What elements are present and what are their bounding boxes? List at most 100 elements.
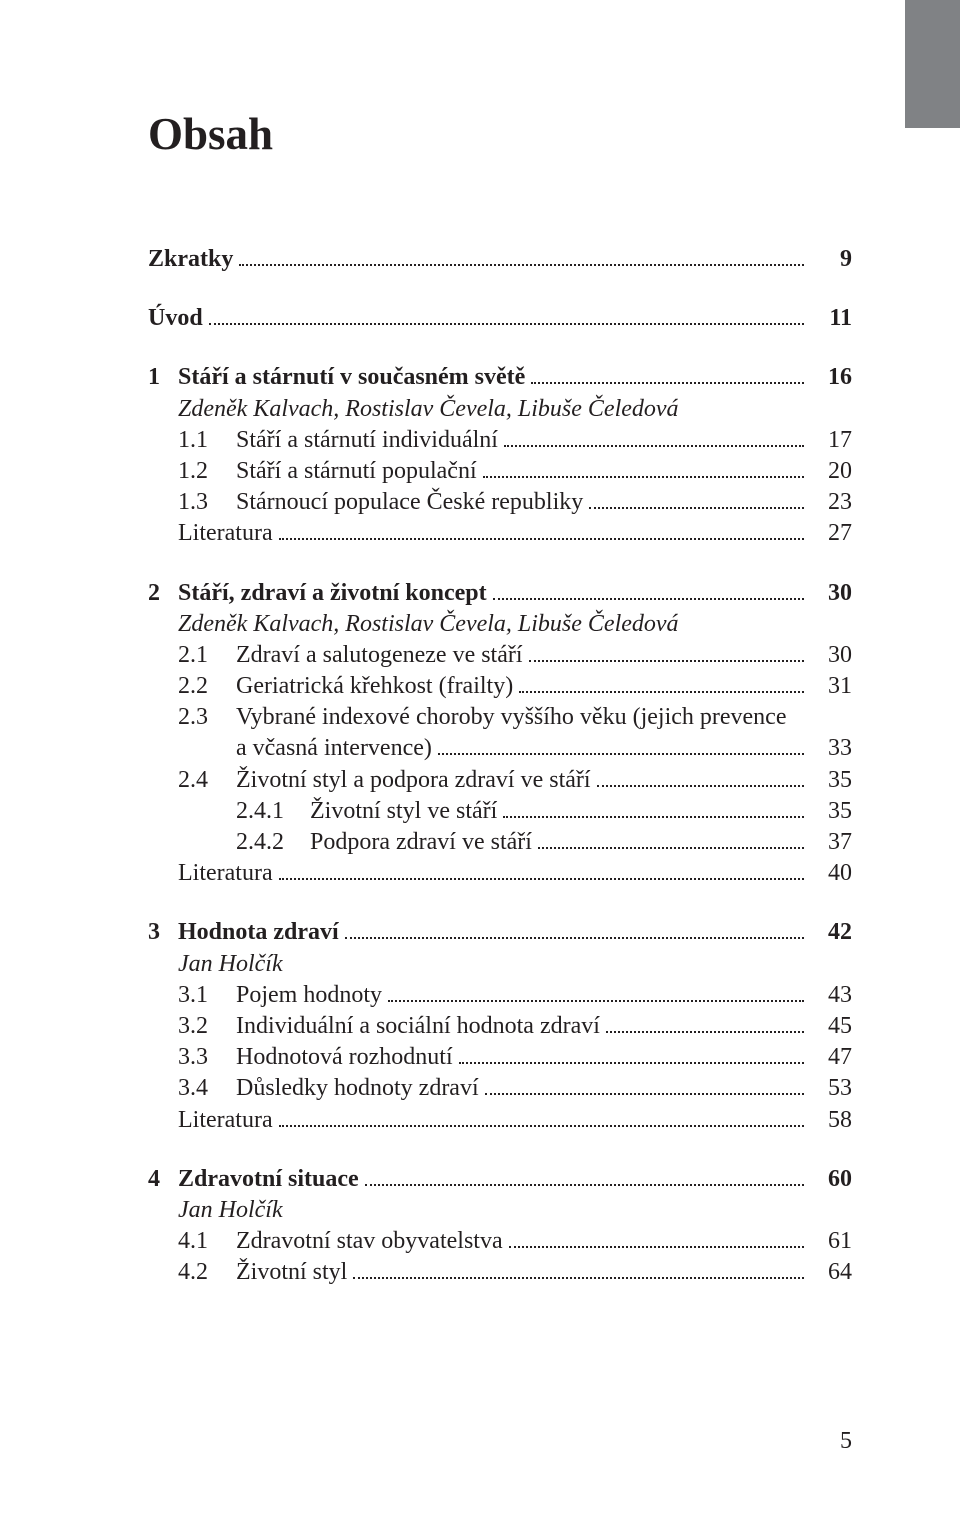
toc-row: 4Zdravotní situace60 bbox=[148, 1164, 852, 1195]
toc-section-num: 3.3 bbox=[178, 1042, 236, 1073]
toc-row: Jan Holčík bbox=[148, 949, 852, 980]
toc-row: 2.4.1Životní styl ve stáří 35 bbox=[148, 796, 852, 827]
toc-block: 4Zdravotní situace60Jan Holčík4.1Zdravot… bbox=[148, 1164, 852, 1289]
toc-title: Stáří, zdraví a životní koncept bbox=[178, 578, 487, 609]
toc-section-num: 1.2 bbox=[178, 456, 236, 487]
toc-chapter-num: 3 bbox=[148, 917, 178, 948]
leader bbox=[365, 1171, 804, 1186]
toc-row: 2.2Geriatrická křehkost (frailty)31 bbox=[148, 671, 852, 702]
toc-row: 2.1Zdraví a salutogeneze ve stáří30 bbox=[148, 640, 852, 671]
leader bbox=[345, 924, 804, 939]
toc-title: Důsledky hodnoty zdraví bbox=[236, 1073, 479, 1104]
toc-section-num: 2.1 bbox=[178, 640, 236, 671]
toc-page: 40 bbox=[808, 858, 852, 889]
thumb-tab bbox=[905, 0, 960, 128]
leader bbox=[519, 678, 804, 693]
toc-row: 2.4.2Podpora zdraví ve stáří 37 bbox=[148, 827, 852, 858]
toc-row: 1.1Stáří a stárnutí individuální17 bbox=[148, 425, 852, 456]
toc-page: 60 bbox=[808, 1164, 852, 1195]
toc-page: 53 bbox=[808, 1073, 852, 1104]
toc-page: 35 bbox=[808, 796, 852, 827]
toc-title: Životní styl bbox=[236, 1257, 347, 1288]
leader bbox=[279, 1111, 804, 1126]
toc-page: 20 bbox=[808, 456, 852, 487]
toc-author: Jan Holčík bbox=[178, 1195, 283, 1226]
toc-row: 4.2Životní styl64 bbox=[148, 1257, 852, 1288]
toc-section-num: 2.4 bbox=[178, 765, 236, 796]
toc-title: Životní styl ve stáří bbox=[310, 796, 497, 827]
leader bbox=[279, 525, 804, 540]
toc-page: 47 bbox=[808, 1042, 852, 1073]
toc-section-num: 3.1 bbox=[178, 980, 236, 1011]
toc-chapter-num: 2 bbox=[148, 578, 178, 609]
leader bbox=[388, 987, 804, 1002]
toc-chapter-num: 1 bbox=[148, 362, 178, 393]
toc-block: 1Stáří a stárnutí v současném světě16Zde… bbox=[148, 362, 852, 549]
leader bbox=[538, 834, 804, 849]
toc-title: Geriatrická křehkost (frailty) bbox=[236, 671, 513, 702]
toc-row: 4.1Zdravotní stav obyvatelstva61 bbox=[148, 1226, 852, 1257]
leader bbox=[606, 1018, 804, 1033]
toc-row: 3.3Hodnotová rozhodnutí 47 bbox=[148, 1042, 852, 1073]
toc-title: Stáří a stárnutí v současném světě bbox=[178, 362, 525, 393]
toc-title: Zdravotní situace bbox=[178, 1164, 359, 1195]
toc-title: Podpora zdraví ve stáří bbox=[310, 827, 532, 858]
toc-page: 61 bbox=[808, 1226, 852, 1257]
leader bbox=[597, 771, 804, 786]
leader bbox=[239, 251, 804, 266]
toc-title: Úvod bbox=[148, 303, 203, 334]
toc-row: 1Stáří a stárnutí v současném světě16 bbox=[148, 362, 852, 393]
toc-page: 27 bbox=[808, 518, 852, 549]
leader bbox=[459, 1049, 804, 1064]
toc-row: 1.2Stáří a stárnutí populační 20 bbox=[148, 456, 852, 487]
toc-row: 2.4Životní styl a podpora zdraví ve stář… bbox=[148, 765, 852, 796]
toc-row: Jan Holčík bbox=[148, 1195, 852, 1226]
toc-page: 42 bbox=[808, 917, 852, 948]
toc-title: Stárnoucí populace České republiky bbox=[236, 487, 583, 518]
toc-subsection-num: 2.4.1 bbox=[236, 796, 310, 827]
toc-block: Úvod11 bbox=[148, 303, 852, 334]
toc-page: 31 bbox=[808, 671, 852, 702]
table-of-contents: Zkratky9 Úvod11 1Stáří a stárnutí v součas… bbox=[148, 244, 852, 1288]
toc-author: Zdeněk Kalvach, Rostislav Čevela, Libuše… bbox=[178, 609, 679, 640]
toc-row: Literatura27 bbox=[148, 518, 852, 549]
toc-row: Literatura58 bbox=[148, 1105, 852, 1136]
toc-title: Stáří a stárnutí populační bbox=[236, 456, 477, 487]
page-title: Obsah bbox=[148, 108, 852, 160]
toc-title: Hodnotová rozhodnutí bbox=[236, 1042, 453, 1073]
toc-row: Zkratky9 bbox=[148, 244, 852, 275]
toc-row: Literatura 40 bbox=[148, 858, 852, 889]
leader bbox=[529, 647, 804, 662]
leader bbox=[531, 369, 804, 384]
toc-title: Pojem hodnoty bbox=[236, 980, 382, 1011]
toc-page: 17 bbox=[808, 425, 852, 456]
toc-title: Literatura bbox=[178, 858, 273, 889]
leader bbox=[589, 494, 804, 509]
toc-section-num: 3.4 bbox=[178, 1073, 236, 1104]
toc-row: 2.3Vybrané indexové choroby vyššího věku… bbox=[148, 702, 852, 733]
toc-row: Úvod11 bbox=[148, 303, 852, 334]
toc-page: 30 bbox=[808, 640, 852, 671]
toc-row: Zdeněk Kalvach, Rostislav Čevela, Libuše… bbox=[148, 394, 852, 425]
toc-row: 3.4Důsledky hodnoty zdraví 53 bbox=[148, 1073, 852, 1104]
toc-row: 3.1Pojem hodnoty43 bbox=[148, 980, 852, 1011]
leader bbox=[353, 1264, 804, 1279]
toc-title: Zdravotní stav obyvatelstva bbox=[236, 1226, 503, 1257]
toc-block: 2Stáří, zdraví a životní koncept 30 Zdeněk… bbox=[148, 578, 852, 890]
toc-title: Stáří a stárnutí individuální bbox=[236, 425, 498, 456]
toc-subsection-num: 2.4.2 bbox=[236, 827, 310, 858]
leader bbox=[209, 310, 804, 325]
toc-title: Zkratky bbox=[148, 244, 233, 275]
leader bbox=[483, 463, 804, 478]
toc-row: Zdeněk Kalvach, Rostislav Čevela, Libuše… bbox=[148, 609, 852, 640]
leader bbox=[509, 1233, 804, 1248]
toc-page: 37 bbox=[808, 827, 852, 858]
toc-author: Zdeněk Kalvach, Rostislav Čevela, Libuše… bbox=[178, 394, 679, 425]
toc-section-num: 2.3 bbox=[178, 702, 236, 733]
toc-page: 30 bbox=[808, 578, 852, 609]
toc-row: 3.2Individuální a sociální hodnota zdrav… bbox=[148, 1011, 852, 1042]
toc-title: Literatura bbox=[178, 1105, 273, 1136]
toc-title: Vybrané indexové choroby vyššího věku (j… bbox=[236, 702, 787, 733]
toc-block: Zkratky9 bbox=[148, 244, 852, 275]
toc-row: a včasná intervence)33 bbox=[148, 733, 852, 764]
